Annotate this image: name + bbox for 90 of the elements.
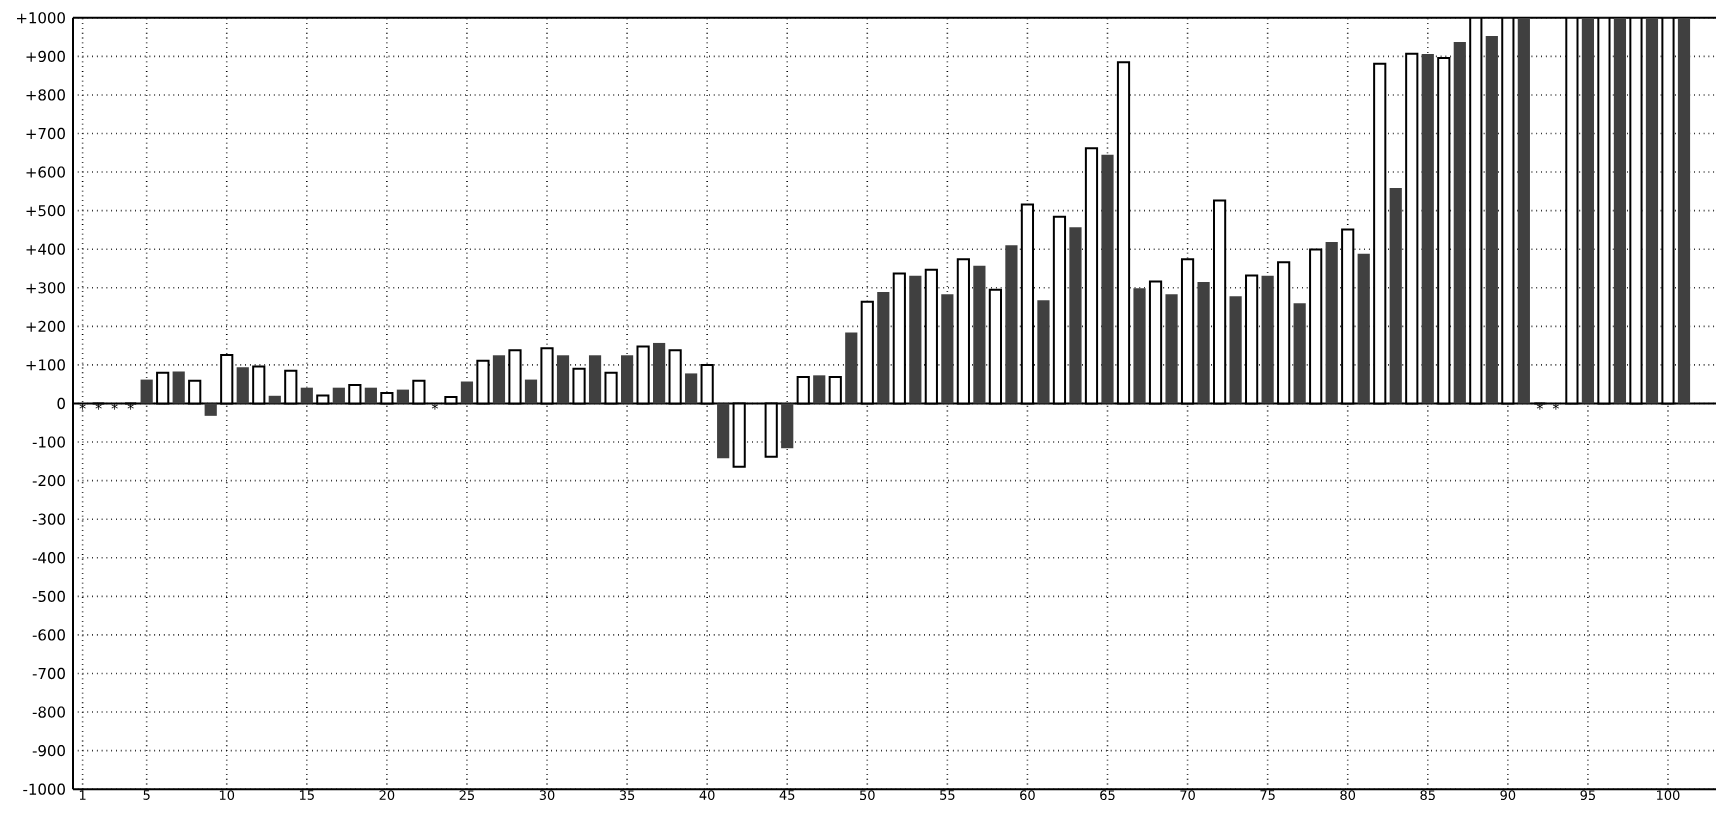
y-tick-label: +300 xyxy=(26,282,65,294)
x-tick-label: 90 xyxy=(1500,790,1516,801)
bar xyxy=(1293,303,1306,404)
x-tick-label: 40 xyxy=(699,790,715,801)
bar xyxy=(204,403,217,416)
y-tick-label: -100 xyxy=(32,436,65,448)
y-tick-label: +800 xyxy=(26,89,65,101)
x-tick-label: 5 xyxy=(143,790,150,800)
bar xyxy=(1357,253,1370,404)
bar xyxy=(1581,17,1595,404)
y-tick-label: +1000 xyxy=(17,12,65,24)
annotation: * xyxy=(1552,403,1559,410)
bar xyxy=(941,294,954,404)
bar xyxy=(556,355,570,404)
bar xyxy=(588,355,602,404)
y-tick-label: -400 xyxy=(32,552,65,564)
bar xyxy=(460,381,474,404)
bar xyxy=(332,387,345,404)
bar xyxy=(909,275,922,404)
bar xyxy=(685,373,698,404)
annotation: * xyxy=(1536,403,1543,410)
bar xyxy=(813,375,826,404)
bar xyxy=(973,265,986,404)
bar xyxy=(1261,275,1274,404)
bar xyxy=(1645,17,1659,404)
bar xyxy=(1453,42,1466,404)
y-tick-label: +900 xyxy=(26,50,65,63)
y-tick-label: +100 xyxy=(26,359,65,371)
bar xyxy=(1389,187,1402,404)
bar xyxy=(1197,282,1210,404)
x-tick-label: 50 xyxy=(860,790,875,801)
bar xyxy=(1517,17,1530,404)
bar xyxy=(524,379,538,404)
bar xyxy=(1677,17,1691,404)
x-tick-label: 25 xyxy=(459,790,475,801)
x-tick-label: 85 xyxy=(1420,790,1435,801)
bar xyxy=(1485,35,1498,404)
y-tick-label: -700 xyxy=(32,667,65,680)
x-tick-label: 60 xyxy=(1020,790,1035,801)
x-tick-label: 15 xyxy=(299,790,314,800)
x-tick-label: 100 xyxy=(1657,790,1680,801)
x-tick-label: 80 xyxy=(1340,790,1356,801)
bar xyxy=(877,292,890,404)
bar xyxy=(1069,227,1082,404)
bar xyxy=(364,387,377,404)
y-tick-label: -600 xyxy=(32,629,65,641)
y-tick-label: -1000 xyxy=(23,783,65,795)
bar xyxy=(396,389,409,404)
bar xyxy=(300,387,313,404)
x-tick-label: 95 xyxy=(1580,790,1595,801)
y-tick-label: +500 xyxy=(26,204,65,217)
y-tick-label: -800 xyxy=(32,706,65,718)
x-tick-label: 70 xyxy=(1180,790,1195,801)
bar xyxy=(172,371,185,404)
y-tick-label: 0 xyxy=(57,397,65,410)
bar xyxy=(653,342,666,404)
y-tick-label: +700 xyxy=(26,127,65,140)
y-tick-label: -900 xyxy=(32,744,65,757)
bar xyxy=(845,332,858,404)
bar xyxy=(140,379,153,404)
bar xyxy=(1325,241,1338,404)
bar xyxy=(717,403,730,459)
x-tick-label: 10 xyxy=(219,790,235,801)
x-tick-label: 1 xyxy=(79,790,86,800)
x-tick-label: 30 xyxy=(539,790,555,801)
bar xyxy=(1229,296,1242,404)
bar xyxy=(236,367,249,404)
y-tick-label: +400 xyxy=(26,243,65,255)
y-tick-label: +200 xyxy=(26,320,65,333)
x-tick-label: 35 xyxy=(619,790,635,801)
bar xyxy=(492,355,506,404)
x-tick-label: 20 xyxy=(379,790,395,801)
x-tick-label: 55 xyxy=(940,790,955,800)
x-tick-label: 65 xyxy=(1100,790,1115,801)
bar xyxy=(1613,17,1627,404)
y-tick-label: -300 xyxy=(32,513,65,525)
bar xyxy=(1421,54,1434,404)
bar xyxy=(781,403,794,449)
bar xyxy=(1005,245,1018,404)
bar xyxy=(1037,300,1050,404)
y-tick-label: -500 xyxy=(32,590,65,603)
y-tick-label: +600 xyxy=(26,166,65,178)
bar xyxy=(620,355,634,404)
x-tick-label: 45 xyxy=(779,790,795,800)
annotation: * xyxy=(431,403,438,410)
bar xyxy=(1101,154,1114,404)
x-tick-label: 75 xyxy=(1260,790,1275,800)
y-tick-label: -200 xyxy=(32,474,65,487)
bar xyxy=(1165,294,1178,404)
bar xyxy=(1133,288,1146,404)
